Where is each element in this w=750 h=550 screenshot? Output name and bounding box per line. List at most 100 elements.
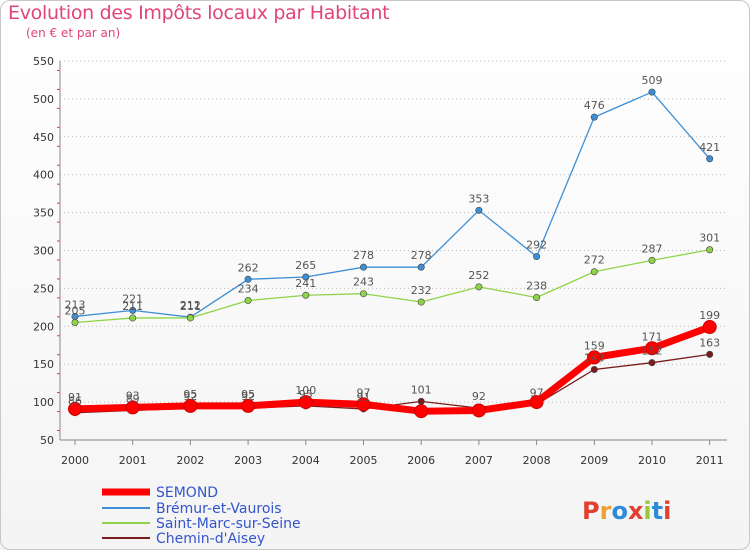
y-tick-label: 200 (33, 320, 54, 333)
data-point (648, 359, 656, 367)
y-tick-label: 550 (33, 55, 54, 68)
series-line-1 (74, 91, 711, 318)
data-point (414, 404, 429, 419)
legend-label: SEMOND (156, 485, 218, 501)
data-point (183, 398, 198, 413)
y-tick-label: 450 (33, 131, 54, 144)
data-point (241, 398, 256, 413)
x-tick-label: 2009 (580, 454, 608, 467)
data-point (590, 113, 598, 121)
y-tick-label: 50 (40, 434, 54, 447)
data-label: 95 (241, 388, 255, 401)
data-point (417, 263, 425, 271)
x-tick-label: 2010 (638, 454, 666, 467)
y-tick-label: 500 (33, 93, 54, 106)
data-point (244, 297, 252, 305)
series-line-0 (71, 323, 714, 415)
data-label: 353 (468, 192, 489, 205)
legend-label: Saint-Marc-sur-Seine (156, 516, 301, 532)
data-point (359, 290, 367, 298)
data-label: 238 (526, 279, 547, 292)
data-label: 278 (411, 249, 432, 262)
data-label: 101 (411, 383, 432, 396)
data-label: 278 (353, 249, 374, 262)
data-label: 234 (238, 283, 259, 296)
y-tick-label: 150 (33, 358, 54, 371)
data-point (244, 275, 252, 283)
data-point (587, 350, 602, 365)
data-point (529, 395, 544, 410)
data-label: 211 (122, 300, 143, 313)
data-label: 163 (699, 336, 720, 349)
data-label: 287 (642, 242, 663, 255)
data-label: 292 (526, 239, 547, 252)
data-point (533, 293, 541, 301)
data-label: 476 (584, 99, 605, 112)
data-point (298, 395, 313, 410)
data-point (125, 400, 140, 415)
data-point (648, 88, 656, 96)
y-tick-label: 350 (33, 207, 54, 220)
x-tick-label: 2005 (350, 454, 378, 467)
data-point (706, 350, 714, 358)
data-label: 100 (295, 384, 316, 397)
x-tick-label: 2004 (292, 454, 320, 467)
data-label: 93 (126, 389, 140, 402)
data-point (417, 298, 425, 306)
data-label: 159 (584, 339, 605, 352)
data-label: 211 (180, 300, 201, 313)
data-label: 92 (183, 390, 197, 403)
data-point (648, 256, 656, 264)
data-point (129, 314, 137, 322)
data-point (475, 206, 483, 214)
data-label: 301 (699, 232, 720, 245)
chart-subtitle: (en € et par an) (26, 26, 121, 40)
x-tick-label: 2001 (119, 454, 147, 467)
data-point (645, 341, 659, 356)
x-tick-label: 2007 (465, 454, 493, 467)
y-tick-label: 300 (33, 245, 54, 258)
data-label: 143 (584, 352, 605, 365)
data-point (68, 401, 82, 416)
data-label: 205 (65, 305, 86, 318)
data-label: 421 (699, 141, 720, 154)
y-tick-label: 250 (33, 282, 54, 295)
data-label: 243 (353, 276, 374, 289)
data-label: 92 (241, 390, 255, 403)
data-label: 97 (357, 386, 371, 399)
y-tick-label: 100 (33, 396, 54, 409)
data-point (471, 403, 486, 418)
data-label: 95 (183, 388, 197, 401)
x-tick-label: 2003 (234, 454, 262, 467)
data-label: 252 (468, 269, 489, 282)
data-point (129, 306, 137, 314)
data-point (417, 397, 425, 405)
data-point (302, 273, 310, 281)
legend-label: Brémur-et-Vaurois (156, 501, 282, 517)
data-point (702, 320, 717, 335)
data-label: 221 (122, 292, 143, 305)
data-label: 509 (642, 74, 663, 87)
data-point (590, 268, 598, 276)
data-label: 91 (357, 391, 371, 404)
data-point (706, 246, 714, 254)
data-label: 262 (238, 261, 259, 274)
data-point (186, 314, 194, 322)
data-point (533, 253, 541, 261)
data-label: 199 (699, 309, 720, 322)
data-label: 171 (642, 330, 663, 343)
data-point (71, 319, 79, 327)
data-label: 97 (530, 386, 544, 399)
data-label: 213 (65, 298, 86, 311)
data-label: 265 (295, 259, 316, 272)
x-tick-label: 2002 (176, 454, 204, 467)
data-label: 91 (68, 391, 82, 404)
data-point (356, 397, 371, 412)
data-label: 95 (299, 388, 313, 401)
x-tick-label: 2000 (61, 454, 89, 467)
data-point (359, 263, 367, 271)
legend-label: Chemin-d'Aisey (156, 531, 265, 547)
data-label: 272 (584, 254, 605, 267)
data-label: 241 (295, 277, 316, 290)
